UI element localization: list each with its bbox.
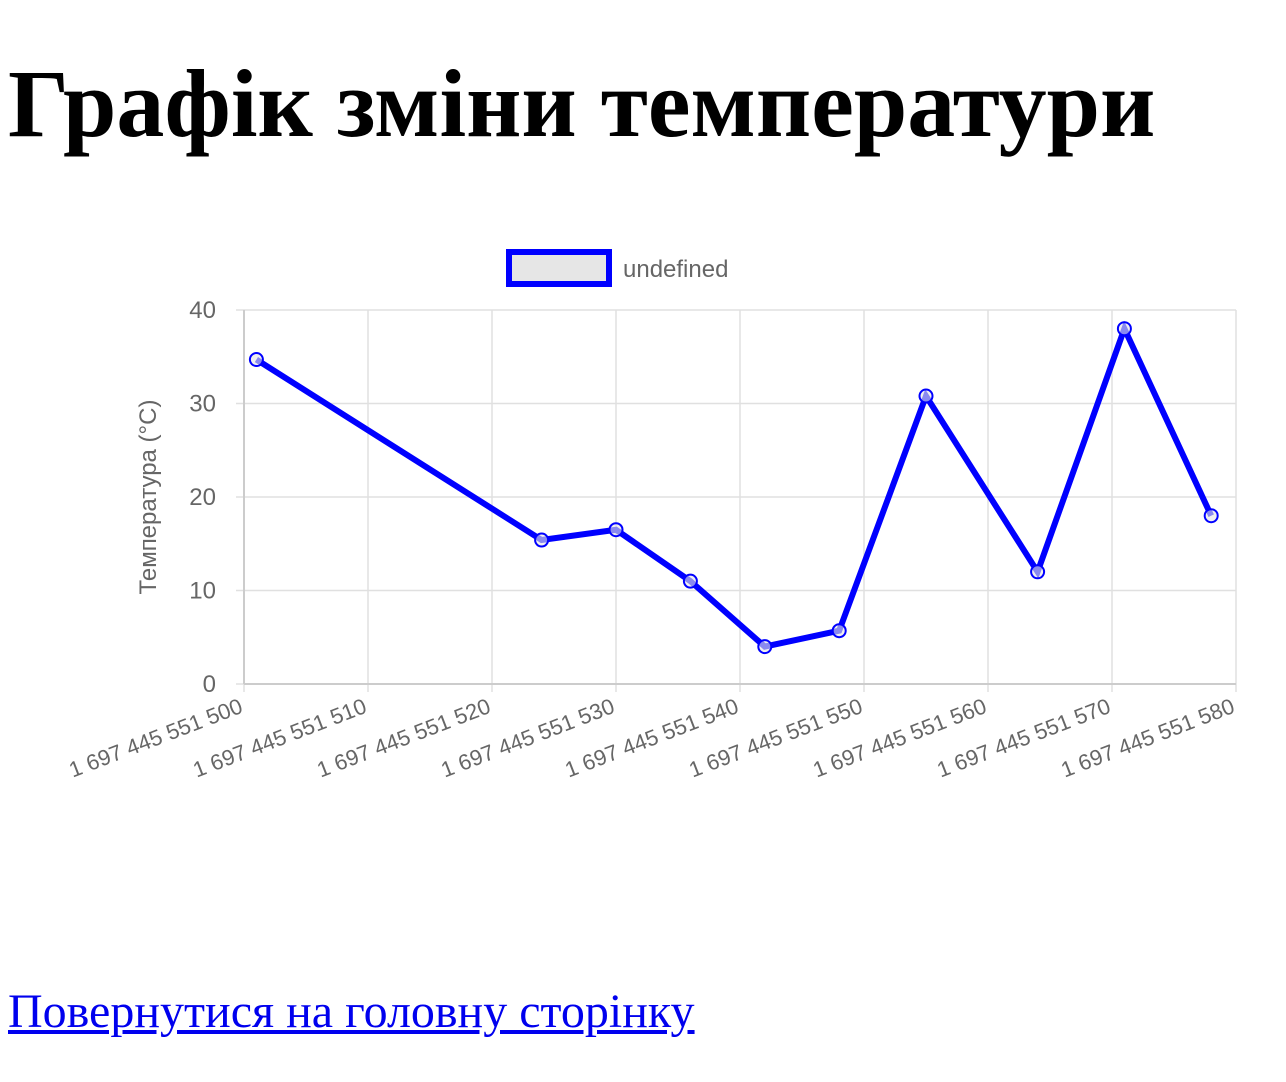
data-point <box>1116 321 1132 337</box>
temperature-chart: 1 697 445 551 500 1 697 445 551 510 1 697 … <box>0 230 1286 850</box>
data-point <box>534 532 550 548</box>
data-point <box>248 352 264 368</box>
series-undefined <box>248 320 1219 655</box>
data-point <box>757 639 773 655</box>
data-point <box>1203 508 1219 524</box>
data-point <box>682 573 698 589</box>
back-to-home-link[interactable]: Повернутися на головну сторінку <box>8 985 695 1038</box>
grid-lines <box>236 309 1237 692</box>
y-tick-label: 20 <box>189 484 216 511</box>
y-axis-title: Температура (°C) <box>135 400 162 595</box>
series-line <box>254 320 1214 650</box>
data-point <box>1030 564 1046 580</box>
data-point <box>608 522 624 538</box>
y-tick-label: 40 <box>189 297 216 324</box>
y-tick-label: 30 <box>189 391 216 418</box>
data-point <box>831 623 847 639</box>
legend-swatch <box>506 249 612 287</box>
legend: undefined <box>506 249 728 287</box>
page-title: Графік зміни температури <box>8 50 1156 157</box>
y-tick-label: 0 <box>203 671 216 698</box>
legend-label: undefined <box>623 256 728 283</box>
y-tick-label: 10 <box>189 578 216 605</box>
data-point <box>918 388 934 404</box>
